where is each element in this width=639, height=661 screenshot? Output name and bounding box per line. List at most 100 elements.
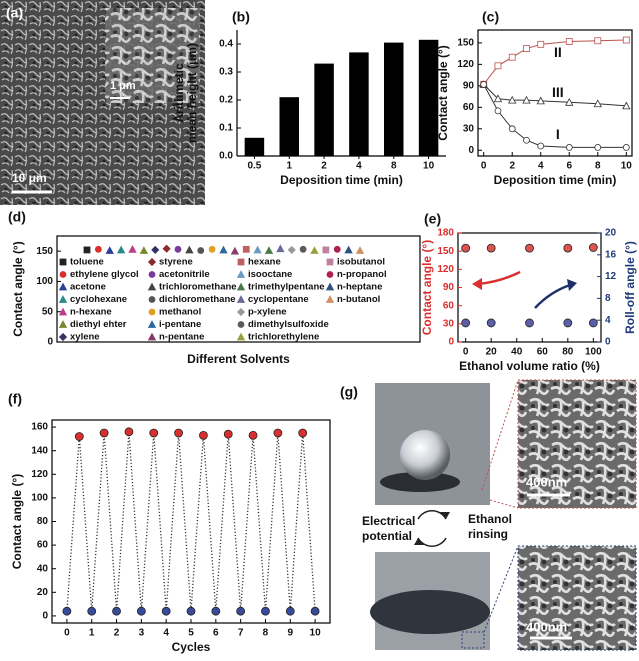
legend-label: dichloromethane bbox=[159, 294, 236, 305]
legend-label: isobutanol bbox=[337, 257, 385, 268]
sem-image bbox=[517, 545, 637, 651]
legend-label: xylene bbox=[70, 332, 100, 343]
series-label: II bbox=[554, 44, 562, 60]
marker bbox=[508, 125, 516, 133]
legend-marker bbox=[58, 320, 68, 328]
marker bbox=[480, 81, 488, 88]
y-tick-label: 0.2 bbox=[219, 95, 233, 106]
x-tick-label: 10 bbox=[423, 161, 435, 172]
y-tick-label: 150 bbox=[36, 246, 53, 257]
y-tick-label: 90 bbox=[463, 80, 475, 91]
arrow-head bbox=[414, 538, 424, 545]
marker bbox=[105, 246, 114, 254]
y-tick-label: 100 bbox=[36, 276, 53, 287]
legend-label: cyclohexane bbox=[70, 294, 127, 305]
process-label: Ethanol bbox=[468, 512, 512, 526]
legend-marker bbox=[59, 258, 67, 266]
y-tick-label: 180 bbox=[437, 228, 454, 239]
x-tick-label: 2 bbox=[509, 161, 515, 172]
marker bbox=[594, 37, 602, 45]
marker bbox=[276, 244, 285, 253]
marker bbox=[523, 45, 530, 53]
marker bbox=[219, 245, 228, 254]
legend-label: n-heptane bbox=[337, 282, 382, 293]
marker bbox=[486, 318, 496, 328]
marker bbox=[310, 246, 319, 254]
y-axis-label: Contact angle (°) bbox=[11, 241, 25, 336]
marker bbox=[62, 606, 72, 616]
legend-label: cyclopentane bbox=[248, 294, 309, 305]
y-tick-label: 0 bbox=[448, 337, 454, 348]
marker bbox=[622, 36, 630, 44]
legend-marker bbox=[59, 271, 67, 278]
legend-label: p-xylene bbox=[248, 307, 287, 318]
y-tick-label: 30 bbox=[463, 123, 475, 134]
scale-label: 10 μm bbox=[12, 171, 47, 185]
marker bbox=[285, 606, 295, 616]
legend-label: ethylene glycol bbox=[70, 269, 139, 280]
marker bbox=[273, 428, 283, 438]
x-tick-label: 1 bbox=[286, 161, 292, 172]
y-tick-label: 20 bbox=[605, 228, 617, 239]
legend-marker bbox=[236, 282, 246, 291]
scale-label: 400nm bbox=[526, 474, 567, 489]
x-axis-label: Ethanol volume ratio (%) bbox=[459, 359, 600, 373]
y-tick-label: 160 bbox=[31, 422, 48, 433]
marker bbox=[211, 606, 221, 616]
x-tick-label: 5 bbox=[188, 628, 194, 639]
marker bbox=[253, 245, 262, 254]
y-tick-label: 140 bbox=[31, 445, 48, 456]
legend-label: n-butanol bbox=[337, 294, 380, 305]
marker bbox=[94, 245, 102, 253]
legend-marker bbox=[236, 307, 246, 317]
marker bbox=[522, 95, 531, 104]
marker bbox=[594, 144, 602, 151]
legend-marker bbox=[58, 307, 68, 316]
marker bbox=[523, 136, 530, 144]
y-axis-label: Contact angle (°) bbox=[436, 45, 450, 140]
marker bbox=[83, 246, 91, 254]
marker bbox=[344, 245, 353, 254]
y-tick-label: 8 bbox=[605, 293, 611, 304]
marker bbox=[593, 99, 602, 108]
x-tick-label: 4 bbox=[538, 161, 544, 172]
legend-label: acetonitrile bbox=[159, 269, 210, 280]
marker bbox=[333, 245, 341, 253]
marker bbox=[199, 430, 208, 440]
panel-label: (d) bbox=[8, 209, 26, 225]
marker bbox=[565, 144, 573, 151]
plot-frame bbox=[56, 235, 421, 343]
marker bbox=[74, 432, 84, 441]
y-tick-label: 90 bbox=[443, 282, 455, 293]
x-tick-label: 10 bbox=[621, 161, 633, 172]
x-tick-label: 0 bbox=[64, 628, 70, 639]
y-tick-label: 0 bbox=[468, 145, 474, 156]
marker bbox=[185, 245, 194, 254]
bar bbox=[314, 63, 334, 156]
marker bbox=[299, 245, 307, 253]
x-tick-label: 3 bbox=[139, 628, 145, 639]
y-tick-label: 60 bbox=[443, 300, 455, 311]
x-tick-label: 9 bbox=[288, 628, 294, 639]
marker bbox=[486, 243, 496, 253]
marker bbox=[197, 247, 205, 254]
y-tick-label: 100 bbox=[31, 493, 48, 504]
marker bbox=[223, 429, 233, 439]
legend-marker bbox=[237, 258, 245, 266]
marker bbox=[536, 96, 545, 105]
x-tick-label: 6 bbox=[566, 161, 572, 172]
legend-label: trichlorethylene bbox=[248, 332, 319, 343]
cycle-arrow bbox=[417, 510, 447, 520]
marker bbox=[112, 606, 121, 616]
plot-frame bbox=[51, 419, 331, 624]
x-tick-label: 6 bbox=[213, 628, 219, 639]
legend-label: trichloromethane bbox=[159, 282, 237, 293]
marker bbox=[230, 246, 240, 255]
marker bbox=[493, 94, 503, 103]
panel-label: (a) bbox=[6, 5, 23, 21]
legend-label: dimethylsulfoxide bbox=[248, 319, 329, 330]
marker bbox=[136, 606, 146, 616]
x-tick-label: 0.5 bbox=[247, 161, 261, 172]
zoom-line bbox=[489, 499, 519, 509]
legend-label: isooctane bbox=[248, 269, 292, 280]
